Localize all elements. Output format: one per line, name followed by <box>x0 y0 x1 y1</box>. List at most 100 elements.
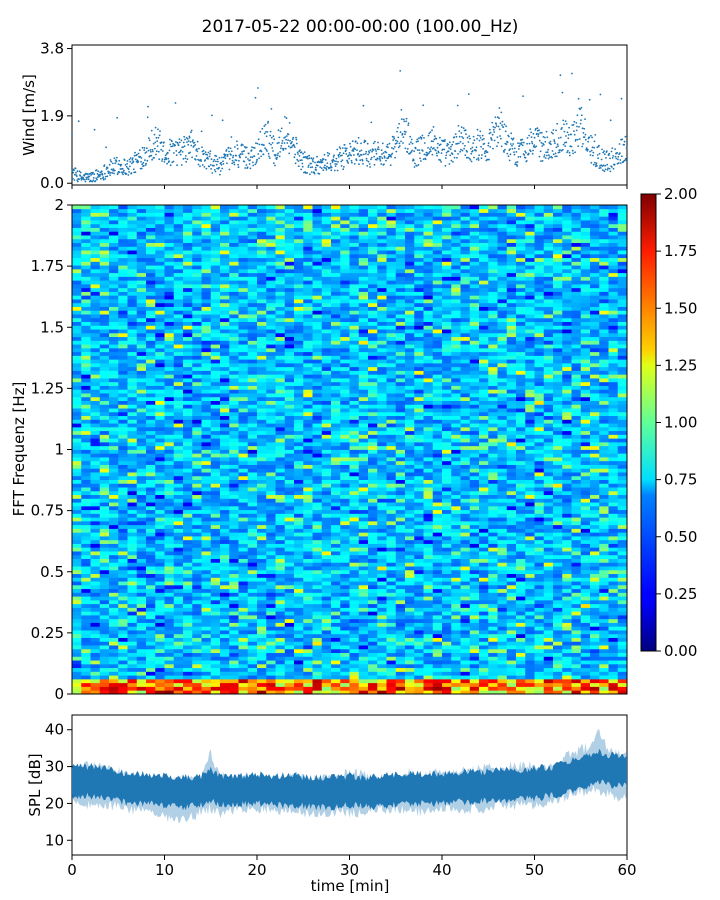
spectrogram-cell <box>136 641 147 646</box>
spectrogram-cell <box>488 656 498 661</box>
spectrogram-cell <box>506 652 517 657</box>
spectrogram-cell <box>395 517 406 522</box>
wind-point <box>570 133 572 136</box>
spectrogram-cell <box>395 678 406 684</box>
spectrogram-cell <box>229 472 239 477</box>
spectrogram-cell <box>90 524 101 529</box>
spectrogram-cell <box>479 532 489 537</box>
spectrogram-cell <box>155 524 165 529</box>
spectrogram-cell <box>266 524 276 529</box>
spectrogram-cell <box>229 622 239 627</box>
spectrogram-cell <box>312 502 323 507</box>
spectrogram-cell <box>109 611 119 616</box>
spectrogram-cell <box>99 528 110 533</box>
spectrogram-cell <box>451 596 461 601</box>
spectrogram-cell <box>201 682 212 687</box>
wind-point <box>495 125 498 127</box>
spectrogram-cell <box>395 667 406 672</box>
spectrogram-cell <box>432 543 443 548</box>
spectrogram-cell <box>247 641 258 646</box>
spectrogram-cell <box>580 626 591 631</box>
spectrogram-cell <box>488 551 498 556</box>
spectrogram-cell <box>72 648 82 654</box>
spectrogram-cell <box>479 645 489 650</box>
spectrogram-cell <box>432 502 443 507</box>
wind-point <box>172 160 175 163</box>
spectrogram-cell <box>118 645 128 650</box>
spectrogram-cell <box>247 566 258 571</box>
spectrogram-cell <box>349 472 360 477</box>
spectrogram-cell <box>183 611 193 616</box>
spectrogram-cell <box>599 483 609 488</box>
spectrogram-cell <box>72 645 82 650</box>
wind-point <box>540 160 542 163</box>
spectrogram-cell <box>72 479 82 484</box>
spectrogram-cell <box>247 472 258 477</box>
spectrogram-cell <box>284 682 295 687</box>
spectrogram-cell <box>146 581 156 586</box>
spectrogram-cell <box>99 615 110 620</box>
spectrogram-cell <box>506 475 517 480</box>
spectrogram-cell <box>127 581 138 586</box>
wind-point <box>513 151 515 154</box>
spectrogram-cell <box>118 494 128 499</box>
spectrogram-cell <box>543 599 554 605</box>
spectrogram-cell <box>414 509 424 514</box>
spectrogram-cell <box>99 599 110 605</box>
spectrogram-cell <box>340 599 350 605</box>
wind-point <box>431 129 433 132</box>
spectrogram-cell <box>275 468 286 473</box>
spectrogram-cell <box>99 505 110 511</box>
wind-point <box>557 145 559 148</box>
spectrogram-cell <box>118 682 128 687</box>
spectrogram-cell <box>460 490 471 496</box>
wind-point <box>92 179 95 182</box>
wind-point <box>444 164 447 167</box>
spectrogram-cell <box>257 622 267 627</box>
spectrogram-cell <box>155 630 165 635</box>
spectrogram-cell <box>562 656 572 661</box>
spectrogram-cell <box>377 599 387 605</box>
spectrogram-cell <box>173 475 184 480</box>
wind-point <box>115 156 118 159</box>
spectrogram-cell <box>321 502 332 507</box>
spectrogram-cell <box>229 678 239 684</box>
spectrogram-cell <box>247 656 258 661</box>
spectrogram-cell <box>146 663 156 669</box>
wind-point <box>166 162 169 165</box>
spectrogram-cell <box>460 502 471 507</box>
spectrogram-cell <box>590 566 600 571</box>
wind-point <box>267 152 270 155</box>
spectrogram-cell <box>72 569 82 575</box>
wind-point <box>151 148 154 151</box>
spectrogram-cell <box>543 566 554 571</box>
wind-point <box>457 153 459 155</box>
spectrogram-cell <box>516 592 526 597</box>
spectrogram-cell <box>81 505 91 511</box>
spectrogram-cell <box>386 588 397 593</box>
spectrogram-cell <box>580 577 591 582</box>
spectrogram-cell <box>349 566 360 571</box>
spectrogram-cell <box>349 622 360 627</box>
wind-point <box>263 125 266 127</box>
spectrogram-cell <box>497 569 508 575</box>
wind-point <box>402 136 405 139</box>
spectrogram-cell <box>349 520 360 526</box>
spectrogram-cell <box>432 630 443 635</box>
wind-point <box>490 139 493 141</box>
spectrogram-cell <box>423 622 434 627</box>
wind-point <box>379 158 381 161</box>
spectrogram-cell <box>81 509 91 514</box>
spectrogram-cell <box>525 682 535 687</box>
spectrogram-cell <box>358 611 369 616</box>
wind-point <box>478 154 480 157</box>
spectrogram-cell <box>608 656 619 661</box>
wind-point <box>295 136 297 139</box>
spectrogram-cell <box>442 660 452 665</box>
spectrogram-cell <box>617 558 628 563</box>
spectrogram-cell <box>210 498 221 503</box>
spectrogram-cell <box>109 498 119 503</box>
spectrogram-cell <box>81 581 91 586</box>
spectrogram-cell <box>118 656 128 661</box>
wind-point <box>574 151 576 154</box>
